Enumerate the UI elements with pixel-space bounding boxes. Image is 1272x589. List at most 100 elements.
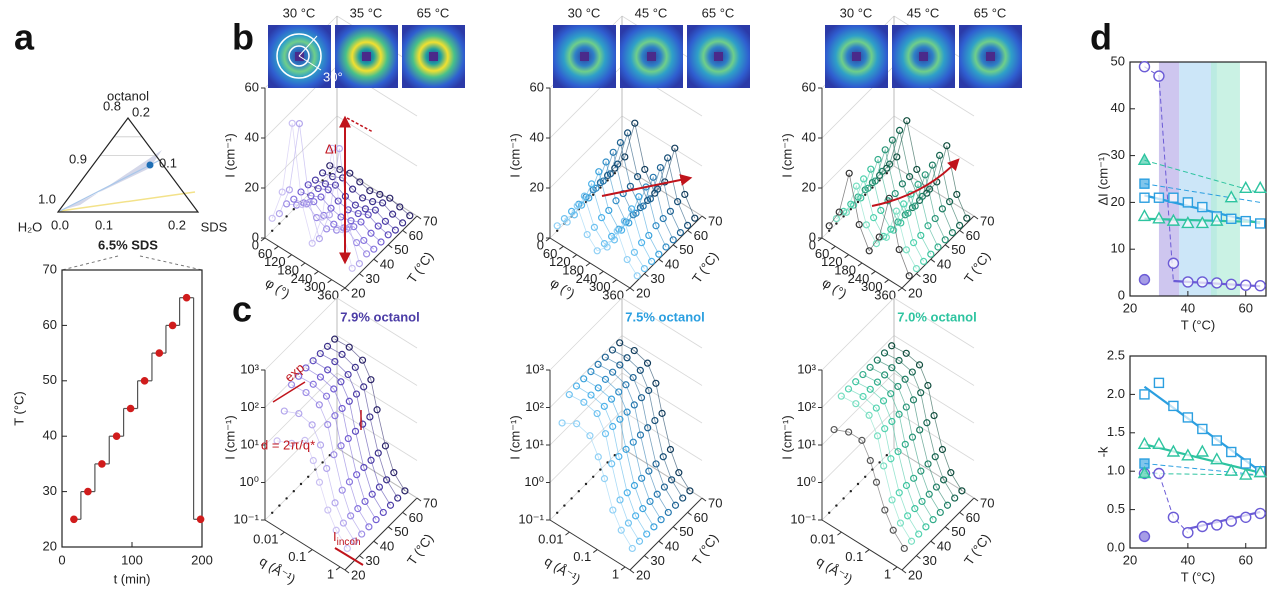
- data-point: [379, 199, 387, 207]
- data-point: [594, 453, 602, 461]
- data-point: [1226, 446, 1237, 458]
- data-point: [914, 180, 922, 189]
- data-point: [616, 139, 625, 147]
- z-tick: [687, 512, 692, 516]
- x-tick-label: 20: [1123, 300, 1137, 315]
- x-tick-label: 0.01: [810, 532, 835, 547]
- data-point: [1153, 192, 1165, 203]
- y-tick-label: 10¹: [797, 436, 816, 451]
- y-tick-label: 2.0: [1107, 386, 1125, 401]
- data-point: [1167, 511, 1180, 523]
- ternary-line: [59, 159, 161, 212]
- data-point: [911, 202, 919, 210]
- grid-line: [621, 410, 703, 461]
- caption: 6.5% SDS: [98, 237, 158, 252]
- data-point: [666, 445, 675, 454]
- y-tick-label: 10³: [525, 361, 544, 376]
- data-point: [616, 496, 624, 504]
- data-point: [328, 144, 336, 152]
- data-point: [645, 231, 653, 240]
- data-point: [601, 430, 610, 438]
- data-point: [613, 227, 621, 235]
- x-tick-label: 300: [589, 279, 611, 294]
- data-point: [608, 460, 616, 468]
- data-point: [866, 385, 874, 393]
- data-point: [652, 460, 660, 468]
- data-point: [637, 394, 646, 402]
- axis: [821, 519, 903, 571]
- data-point: [594, 360, 602, 368]
- data-point: [865, 411, 873, 419]
- y-tick-label: 60: [245, 79, 259, 94]
- data-point: [895, 245, 903, 254]
- data-point: [666, 207, 675, 215]
- data-point: [406, 212, 414, 220]
- data-point: [1240, 215, 1251, 227]
- data-point: [835, 208, 843, 216]
- data-point: [871, 177, 879, 185]
- x-tick-label: 40: [1181, 552, 1195, 567]
- y-axis-label: I (cm⁻¹): [222, 415, 237, 459]
- data-point: [901, 375, 909, 383]
- band: [1211, 62, 1240, 296]
- data-point: [953, 190, 961, 199]
- data-point: [315, 401, 323, 409]
- series-line: [836, 184, 917, 269]
- data-point: [645, 467, 653, 475]
- data-point: [915, 530, 923, 538]
- x-tick: [864, 549, 870, 553]
- data-point: [880, 462, 888, 470]
- z-tick: [629, 569, 635, 574]
- data-point: [872, 478, 881, 486]
- grid-line: [821, 297, 895, 371]
- data-point: [897, 219, 905, 227]
- x-tick-label: 1: [612, 566, 619, 581]
- data-point: [924, 222, 932, 230]
- data-point: [359, 420, 367, 428]
- z-tick: [387, 526, 393, 531]
- y-tick-label: 10: [1111, 241, 1125, 256]
- data-point: [904, 512, 912, 520]
- y-tick-label: 50: [43, 372, 57, 387]
- data-point: [295, 372, 303, 380]
- data-point: [918, 497, 926, 506]
- data-point: [852, 182, 861, 190]
- data-point: [943, 501, 952, 509]
- data-point: [917, 467, 925, 475]
- z-position: [292, 208, 295, 211]
- data-point: [84, 487, 92, 496]
- y-tick-label: 0: [809, 229, 816, 244]
- data-point: [671, 144, 679, 152]
- data-point: [911, 505, 919, 513]
- data-point: [565, 391, 573, 399]
- beam-stop: [580, 52, 589, 61]
- data-point: [304, 181, 312, 189]
- data-point: [599, 177, 607, 185]
- data-point: [899, 200, 908, 208]
- data-point: [593, 247, 601, 255]
- data-point: [888, 496, 896, 504]
- axis: [893, 447, 975, 499]
- data-point: [1182, 276, 1194, 288]
- data-point: [374, 222, 382, 230]
- data-point: [1239, 180, 1253, 194]
- data-point: [367, 376, 375, 384]
- data-point: [361, 497, 369, 506]
- z-position: [842, 497, 845, 500]
- data-point: [1211, 435, 1223, 446]
- z-tick-label: 20: [636, 567, 650, 582]
- data-point: [629, 438, 637, 446]
- data-point: [337, 378, 345, 386]
- data-point: [309, 357, 317, 365]
- data-point: [912, 265, 921, 273]
- data-point: [1168, 192, 1179, 203]
- x-tick-label: 180: [562, 262, 584, 277]
- x-tick-label: 60: [815, 246, 829, 261]
- data-point: [963, 214, 971, 222]
- data-point: [898, 180, 907, 188]
- x-tick-label: 0.1: [573, 549, 591, 564]
- data-point: [902, 481, 911, 490]
- data-point: [633, 272, 641, 280]
- panel-label: b: [232, 17, 254, 58]
- z-tick: [901, 569, 907, 574]
